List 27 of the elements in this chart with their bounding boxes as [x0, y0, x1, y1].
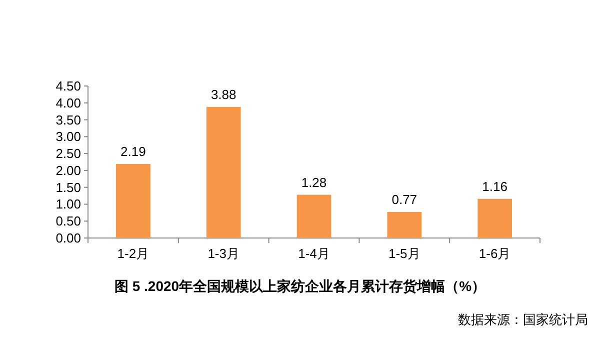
source-note: 数据来源：国家统计局	[458, 312, 588, 327]
bar	[116, 164, 150, 238]
data-label: 1.28	[301, 174, 327, 190]
text: 图 5 .2020年全国规模以上家纺企业各月累计存货增幅（%）	[114, 278, 486, 294]
y-tick-label: 1.00	[56, 196, 81, 212]
x-tick-label: 1-5月	[388, 246, 420, 261]
y-tick-label: 3.00	[56, 129, 81, 144]
bar	[296, 194, 332, 238]
x-tick-label: 1-2月	[117, 246, 150, 261]
y-tick-label: 3.50	[56, 112, 81, 128]
y-tick-label: 2.50	[56, 146, 81, 162]
x-tick-label: 1-6月	[478, 246, 511, 261]
y-tick-label: 4.00	[56, 95, 81, 110]
data-label: 3.88	[210, 86, 236, 102]
bar	[206, 106, 241, 238]
y-tick-label: 4.50	[56, 78, 81, 94]
data-label: 2.19	[120, 144, 146, 160]
x-tick-label: 1-3月	[208, 246, 240, 261]
y-tick-label: 2.00	[56, 162, 81, 178]
y-tick-label: 0.50	[56, 214, 81, 229]
y-tick-label: 0.00	[56, 230, 81, 246]
data-label: 1.16	[482, 178, 508, 194]
x-tick-label: 1-4月	[298, 246, 330, 261]
bar	[387, 212, 422, 238]
y-tick-label: 1.50	[56, 180, 81, 195]
data-label: 0.77	[392, 192, 418, 207]
bar	[478, 198, 512, 238]
